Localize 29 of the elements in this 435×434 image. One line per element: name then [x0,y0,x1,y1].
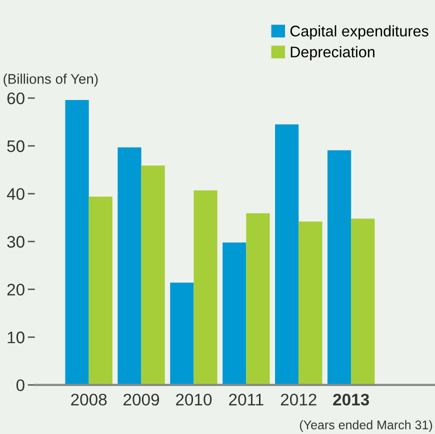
y-tick-label: 10 [8,332,24,344]
y-tick-label: 60 [7,92,24,104]
bar [275,124,299,385]
x-tick-label: 2013 [333,394,370,406]
bar [351,218,375,385]
bar [194,190,218,385]
y-tick-label: 40 [6,188,24,200]
bar [170,282,194,385]
y-tick-label: 30 [7,236,24,248]
y-tick-label: 20 [7,284,24,296]
x-tick-label: 2012 [280,394,316,406]
bar [298,221,322,385]
x-tick-label: 2008 [71,394,107,406]
bar [327,150,352,385]
bar [118,147,142,385]
y-tick-label: 0 [16,379,24,392]
bar [88,196,112,385]
bar [246,213,270,385]
y-tick-label: 50 [7,140,24,152]
x-tick-label: 2011 [229,394,264,406]
x-tick-label: 2010 [176,394,212,406]
bar [222,242,246,385]
bar [141,166,165,385]
y-axis-title: (Billions of Yen) [4,74,98,87]
bar [65,100,89,385]
x-tick-label: 2009 [124,394,160,406]
legend-label: Depreciation [290,46,374,60]
legend-label: Capital expenditures [290,25,428,40]
text: (Years ended March 31) [300,420,432,432]
